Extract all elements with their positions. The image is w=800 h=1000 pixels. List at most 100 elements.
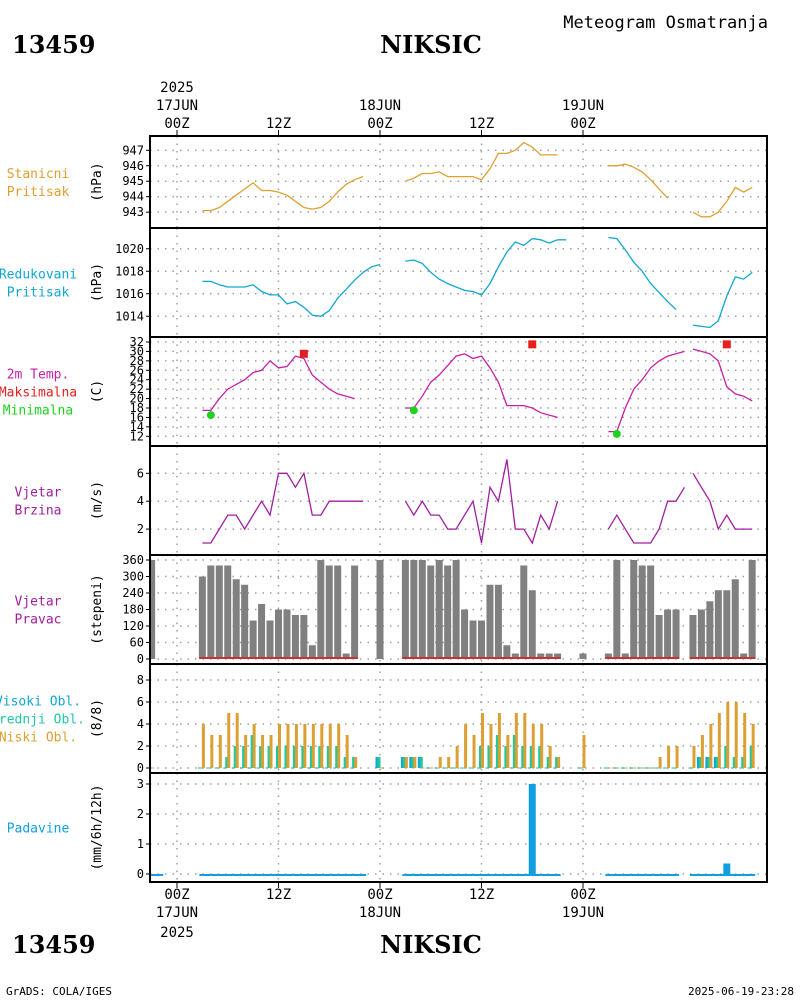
- cloud-bar-0: [696, 757, 700, 768]
- y-tick-label: 180: [122, 603, 144, 617]
- panel-label-temp: Minimalna: [3, 404, 73, 419]
- direction-bar: [478, 620, 485, 659]
- direction-bar: [224, 565, 232, 659]
- cloud-bar-2: [311, 724, 315, 768]
- marker-maksimalna: [722, 340, 731, 349]
- bottom-time-tick-label: 00Z: [570, 887, 595, 903]
- y-tick-label: 943: [122, 205, 144, 219]
- direction-bar: [706, 601, 714, 659]
- direction-bar: [308, 645, 316, 659]
- cloud-bar-1: [732, 757, 736, 768]
- direction-bar: [401, 560, 409, 659]
- header-station-name: NIKSIC: [380, 30, 482, 59]
- direction-bar: [258, 604, 266, 659]
- series-line-temp: [202, 355, 355, 412]
- direction-bar: [198, 576, 206, 659]
- cloud-bar-1: [402, 757, 406, 768]
- direction-bar: [723, 590, 731, 659]
- y-tick-label: 20: [130, 392, 144, 406]
- cloud-bar-2: [726, 702, 730, 768]
- panel-label-pressure: Stanicni: [7, 167, 70, 182]
- direction-bar: [215, 565, 223, 659]
- panel-label-clouds: Visoki Obl.: [0, 695, 81, 710]
- y-tick-label: 0: [137, 761, 144, 775]
- series-line-temp: [405, 353, 558, 419]
- cloud-bar-2: [252, 724, 256, 768]
- cloud-bar-1: [233, 746, 237, 768]
- y-tick-label: 945: [122, 174, 144, 188]
- top-time-tick-label: 12Z: [266, 116, 291, 132]
- cloud-bar-2: [354, 757, 358, 768]
- y-tick-label: 944: [122, 190, 144, 204]
- cloud-bar-2: [261, 735, 265, 768]
- cloud-bar-2: [303, 724, 307, 768]
- cloud-bar-1: [292, 746, 296, 768]
- y-tick-label: 60: [130, 636, 144, 650]
- y-tick-label: 947: [122, 143, 144, 157]
- cloud-bar-1: [707, 757, 711, 768]
- y-tick-label: 120: [122, 619, 144, 633]
- cloud-bar-2: [675, 746, 679, 768]
- cloud-bar-2: [447, 757, 451, 768]
- cloud-bar-1: [284, 746, 288, 768]
- cloud-bar-1: [495, 735, 499, 768]
- cloud-bar-2: [227, 713, 231, 768]
- y-tick-label: 300: [122, 570, 144, 584]
- cloud-bar-0: [375, 757, 379, 768]
- series-line-wind: [607, 486, 686, 544]
- panel-label-clouds: Srednji Obl.: [0, 713, 85, 728]
- y-tick-label: 8: [137, 673, 144, 687]
- footer-credit: GrADS: COLA/IGES: [6, 985, 112, 998]
- cloud-bar-2: [345, 735, 349, 768]
- cloud-bar-2: [692, 746, 696, 768]
- y-tick-label: 16: [130, 410, 144, 424]
- direction-bar: [647, 565, 655, 659]
- direction-bar: [469, 620, 477, 659]
- direction-bar: [351, 565, 359, 659]
- direction-bar: [150, 560, 156, 659]
- panel-label-reduced: Redukovani: [0, 268, 77, 283]
- panel-precip: [146, 772, 768, 883]
- panel-label-wind: Brzina: [15, 504, 62, 519]
- marker-maksimalna: [528, 340, 537, 349]
- cloud-bar-2: [404, 757, 408, 768]
- cloud-bar-1: [225, 757, 229, 768]
- y-tick-label: 30: [130, 344, 144, 358]
- cloud-bar-2: [489, 724, 493, 768]
- panel-temp: [146, 336, 768, 447]
- cloud-bar-1: [698, 757, 702, 768]
- direction-bar: [511, 653, 519, 659]
- series-line-temp: [608, 350, 685, 433]
- direction-bar: [579, 653, 587, 659]
- y-tick-label: 0: [137, 652, 144, 666]
- y-tick-label: 946: [122, 159, 144, 173]
- y-tick-label: 28: [130, 354, 144, 368]
- direction-bar: [444, 565, 452, 659]
- y-tick-label: 32: [130, 335, 144, 349]
- direction-bar: [638, 565, 646, 659]
- series-line-wind: [202, 471, 364, 544]
- cloud-bar-1: [267, 746, 271, 768]
- cloud-bar-1: [546, 757, 550, 768]
- direction-bar: [283, 609, 291, 659]
- cloud-bar-1: [749, 746, 753, 768]
- cloud-bar-2: [455, 746, 459, 768]
- cloud-bar-2: [658, 757, 662, 768]
- series-line-reduced: [405, 237, 567, 296]
- direction-bar: [300, 615, 308, 659]
- series-line-reduced: [202, 263, 381, 317]
- cloud-bar-0: [409, 757, 413, 768]
- cloud-bar-2: [481, 713, 484, 768]
- cloud-bar-1: [479, 746, 482, 768]
- cloud-bar-2: [472, 735, 476, 768]
- y-tick-label: 4: [137, 494, 144, 508]
- y-tick-label: 26: [130, 363, 144, 377]
- cloud-bar-1: [411, 757, 415, 768]
- cloud-bar-2: [582, 735, 586, 768]
- y-tick-label: 1016: [115, 287, 144, 301]
- panel-frame: [149, 336, 768, 447]
- cloud-bar-2: [717, 713, 721, 768]
- panel-label-direction: Pravac: [15, 613, 62, 628]
- cloud-bar-1: [529, 746, 533, 768]
- top-date-label: 19JUN: [562, 98, 604, 114]
